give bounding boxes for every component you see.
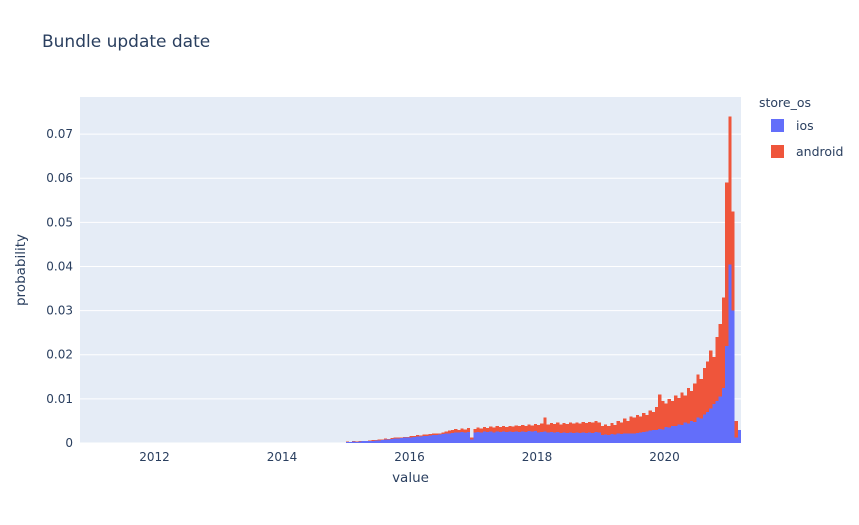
legend: store_os ios android <box>759 95 843 170</box>
svg-text:2012: 2012 <box>139 450 170 464</box>
ios-swatch-icon <box>771 119 784 132</box>
android-swatch-icon <box>771 145 784 158</box>
legend-item-ios[interactable]: ios <box>759 118 843 133</box>
svg-text:0.05: 0.05 <box>46 215 73 229</box>
y-tick-labels: 0 0.01 0.02 0.03 0.04 0.05 0.06 0.07 <box>46 127 73 450</box>
svg-text:0.03: 0.03 <box>46 304 73 318</box>
svg-text:0.01: 0.01 <box>46 392 73 406</box>
x-axis-title: value <box>392 470 429 486</box>
svg-text:2020: 2020 <box>649 450 680 464</box>
svg-text:0: 0 <box>65 436 73 450</box>
x-tick-labels: 2012 2014 2016 2018 2020 <box>139 450 680 464</box>
legend-label: ios <box>796 118 814 133</box>
svg-text:0.02: 0.02 <box>46 348 73 362</box>
svg-text:0.07: 0.07 <box>46 127 73 141</box>
svg-text:2018: 2018 <box>522 450 553 464</box>
legend-item-android[interactable]: android <box>759 144 843 159</box>
legend-title: store_os <box>759 95 812 110</box>
svg-text:0.06: 0.06 <box>46 171 73 185</box>
svg-text:2016: 2016 <box>394 450 425 464</box>
ios-bars <box>345 264 741 443</box>
plot-background <box>80 97 741 443</box>
svg-text:2014: 2014 <box>267 450 298 464</box>
svg-text:0.04: 0.04 <box>46 260 73 274</box>
chart-title: Bundle update date <box>42 32 211 52</box>
legend-label: android <box>796 144 844 159</box>
y-gridlines <box>80 133 741 444</box>
y-axis-title: probability <box>13 233 29 307</box>
